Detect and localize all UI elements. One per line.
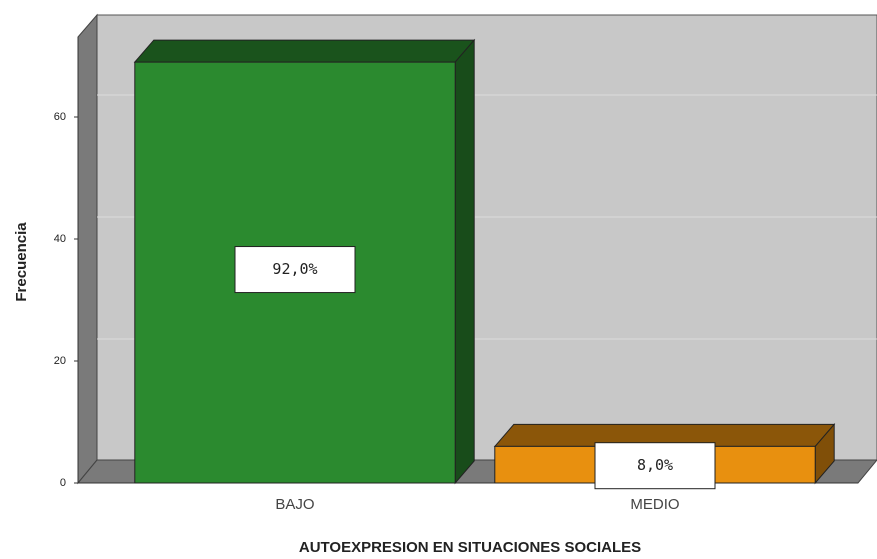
y-axis-title: Frecuencia [13,222,30,302]
bar-side [454,38,475,485]
x-tick-label: BAJO [275,496,314,513]
y-tick-label: 20 [54,355,66,367]
y-tick-label: 0 [60,477,66,489]
label-box [594,442,716,490]
bar-top [133,39,476,63]
bar-label: 92,0% [272,260,317,278]
x-axis-title: AUTOEXPRESION EN SITUACIONES SOCIALES [299,539,641,556]
y-tick-label: 40 [54,233,66,245]
bar-label: 8,0% [637,456,673,474]
side-wall [77,13,98,485]
label-box [234,246,356,294]
y-tick-label: 60 [54,111,66,123]
x-tick-label: MEDIO [630,496,679,513]
